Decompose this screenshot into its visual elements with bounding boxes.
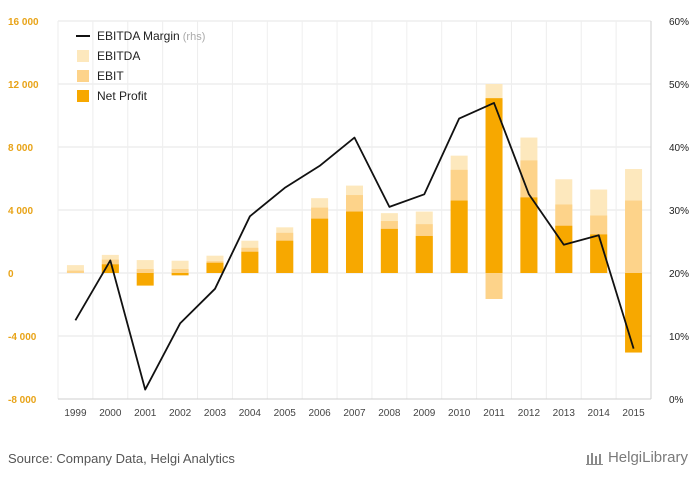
bar-net-profit <box>136 273 154 286</box>
library-icon <box>585 452 603 465</box>
bar-net-profit <box>241 251 259 273</box>
y-right-tick-label: 20% <box>669 269 689 280</box>
bar-ebitda <box>66 265 84 273</box>
legend-label: EBITDA Margin (rhs) <box>97 29 205 43</box>
y-left-tick-label: 8 000 <box>8 143 33 154</box>
bar-ebit <box>66 270 84 273</box>
legend-swatch <box>77 50 89 62</box>
y-right-tick-label: 40% <box>669 143 689 154</box>
bar-ebit <box>136 269 154 273</box>
axes: -8 000 -4 000 0 4 000 8 000 12 000 16 000 0% 10%… <box>8 17 689 419</box>
x-tick-label: 2000 <box>99 408 122 419</box>
legend-label: EBIT <box>97 69 124 83</box>
y-right-tick-label: 30% <box>669 206 689 217</box>
ebitda-margin-line <box>74 102 635 391</box>
bar-net-profit <box>311 218 329 273</box>
x-tick-label: 2004 <box>239 408 262 419</box>
y-right-tick-label: 60% <box>669 17 689 28</box>
legend: EBITDA Margin (rhs) EBITDA EBIT Net Profit <box>76 29 205 103</box>
y-left-tick-label: -4 000 <box>8 332 37 343</box>
x-tick-label: 2009 <box>413 408 436 419</box>
x-tick-label: 2005 <box>274 408 297 419</box>
bar-ebit <box>625 200 643 273</box>
legend-label: Net Profit <box>97 89 148 103</box>
bar-net-profit <box>101 264 119 273</box>
y-right-tick-label: 50% <box>669 80 689 91</box>
y-right-tick-label: 0% <box>669 395 684 406</box>
brand-logo: HelgiLibrary <box>585 449 688 466</box>
x-tick-label: 2010 <box>448 408 471 419</box>
x-tick-label: 2013 <box>553 408 576 419</box>
margin-line-layer <box>74 102 635 391</box>
bar-net-profit <box>450 200 468 273</box>
legend-swatch <box>77 70 89 82</box>
bar-ebit <box>171 269 189 273</box>
bar-net-profit <box>380 228 398 273</box>
bar-net-profit <box>206 262 224 273</box>
bar-net-profit <box>276 240 294 273</box>
x-tick-label: 2002 <box>169 408 192 419</box>
brand-text: HelgiLibrary <box>607 449 688 466</box>
bar-net-profit <box>485 98 503 273</box>
legend-rhs-suffix: (rhs) <box>180 31 206 43</box>
x-tick-label: 2007 <box>343 408 366 419</box>
bar-net-profit <box>555 225 573 273</box>
bar-ebit <box>485 273 503 299</box>
y-left-tick-label: 16 000 <box>8 17 39 28</box>
x-tick-label: 2015 <box>622 408 645 419</box>
source-text: Source: Company Data, Helgi Analytics <box>8 451 235 466</box>
bar-net-profit <box>346 211 363 273</box>
bar-net-profit <box>520 197 538 273</box>
y-left-tick-label: 0 <box>8 269 14 280</box>
bar-net-profit <box>415 235 433 273</box>
bars <box>66 84 643 353</box>
bar-net-profit <box>590 234 608 273</box>
x-tick-label: 2006 <box>308 408 331 419</box>
y-left-tick-label: 12 000 <box>8 80 39 91</box>
x-tick-label: 2008 <box>378 408 401 419</box>
y-right-tick-label: 10% <box>669 332 689 343</box>
x-tick-label: 1999 <box>64 408 87 419</box>
x-tick-label: 2003 <box>204 408 227 419</box>
y-left-tick-label: -8 000 <box>8 395 37 406</box>
x-tick-label: 2012 <box>518 408 541 419</box>
x-tick-label: 2014 <box>588 408 611 419</box>
y-left-tick-label: 4 000 <box>8 206 33 217</box>
legend-swatch <box>77 90 89 102</box>
x-tick-label: 2011 <box>483 408 505 419</box>
bar-net-profit <box>171 273 189 276</box>
x-tick-label: 2001 <box>134 408 157 419</box>
bar-net-profit <box>625 273 643 353</box>
legend-label: EBITDA <box>97 49 140 63</box>
